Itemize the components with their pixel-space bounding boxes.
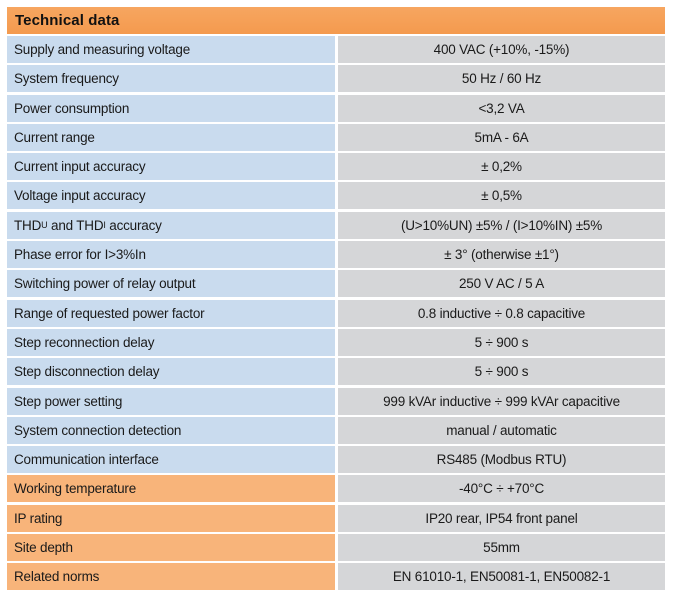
row-value: ± 3° (otherwise ±1°) xyxy=(338,241,665,269)
table-row: System frequency 50 Hz / 60 Hz xyxy=(7,65,665,93)
row-value: 55mm xyxy=(338,534,665,562)
table-row: Current input accuracy ± 0,2% xyxy=(7,153,665,181)
table-title: Technical data xyxy=(15,12,120,29)
table-row: Communication interface RS485 (Modbus RT… xyxy=(7,446,665,474)
row-label: Range of requested power factor xyxy=(7,299,335,327)
row-label: IP rating xyxy=(7,504,335,532)
table-row: THD U and THD I accuracy (U>10%UN) ±5% / (… xyxy=(7,211,665,239)
row-label: Step disconnection delay xyxy=(7,358,335,386)
table-row: Phase error for I>3%In ± 3° (otherwise ±… xyxy=(7,241,665,269)
technical-data-table: Technical data Supply and measuring volt… xyxy=(7,7,665,593)
table-row: System connection detection manual / aut… xyxy=(7,416,665,444)
table-row: IP rating IP20 rear, IP54 front panel xyxy=(7,504,665,532)
row-value: ± 0,5% xyxy=(338,182,665,210)
row-value: IP20 rear, IP54 front panel xyxy=(338,504,665,532)
table-row: Related norms EN 61010-1, EN50081-1, EN5… xyxy=(7,563,665,591)
row-label: Current range xyxy=(7,123,335,151)
row-value: 400 VAC (+10%, -15%) xyxy=(338,36,665,63)
row-value: manual / automatic xyxy=(338,416,665,444)
row-value: ± 0,2% xyxy=(338,153,665,181)
row-label-thd: THD U and THD I accuracy xyxy=(7,211,335,239)
row-value: (U>10%UN) ±5% / (I>10%IN) ±5% xyxy=(338,211,665,239)
row-label: Switching power of relay output xyxy=(7,270,335,298)
thd-text: accuracy xyxy=(105,217,162,233)
table-row: Step reconnection delay 5 ÷ 900 s xyxy=(7,328,665,356)
row-value: -40°C ÷ +70°C xyxy=(338,475,665,503)
row-label: Step power setting xyxy=(7,387,335,415)
row-label: Communication interface xyxy=(7,446,335,474)
table-header: Technical data xyxy=(7,7,665,34)
table-row: Switching power of relay output 250 V AC… xyxy=(7,270,665,298)
row-value: 5 ÷ 900 s xyxy=(338,358,665,386)
row-value: EN 61010-1, EN50081-1, EN50082-1 xyxy=(338,563,665,591)
row-label: Step reconnection delay xyxy=(7,328,335,356)
row-value: 999 kVAr inductive ÷ 999 kVAr capacitive xyxy=(338,387,665,415)
row-label: Supply and measuring voltage xyxy=(7,36,335,63)
thd-text: and THD xyxy=(47,217,104,233)
row-value: 5mA - 6A xyxy=(338,123,665,151)
row-label: Phase error for I>3%In xyxy=(7,241,335,269)
row-label: System connection detection xyxy=(7,416,335,444)
row-label: Working temperature xyxy=(7,475,335,503)
row-value: 0.8 inductive ÷ 0.8 capacitive xyxy=(338,299,665,327)
table-row: Range of requested power factor 0.8 indu… xyxy=(7,299,665,327)
table-row: Step power setting 999 kVAr inductive ÷ … xyxy=(7,387,665,415)
row-label: System frequency xyxy=(7,65,335,93)
row-value: 250 V AC / 5 A xyxy=(338,270,665,298)
row-label: Voltage input accuracy xyxy=(7,182,335,210)
table-row: Site depth 55mm xyxy=(7,534,665,562)
row-label: Site depth xyxy=(7,534,335,562)
table-row: Working temperature -40°C ÷ +70°C xyxy=(7,475,665,503)
row-label: Power consumption xyxy=(7,94,335,122)
table-row: Supply and measuring voltage 400 VAC (+1… xyxy=(7,36,665,63)
row-label: Related norms xyxy=(7,563,335,591)
table-row: Step disconnection delay 5 ÷ 900 s xyxy=(7,358,665,386)
row-label: Current input accuracy xyxy=(7,153,335,181)
row-value: <3,2 VA xyxy=(338,94,665,122)
table-row: Power consumption <3,2 VA xyxy=(7,94,665,122)
row-value: RS485 (Modbus RTU) xyxy=(338,446,665,474)
row-value: 5 ÷ 900 s xyxy=(338,328,665,356)
row-value: 50 Hz / 60 Hz xyxy=(338,65,665,93)
table-row: Current range 5mA - 6A xyxy=(7,123,665,151)
table-row: Voltage input accuracy ± 0,5% xyxy=(7,182,665,210)
thd-text: THD xyxy=(14,217,42,233)
